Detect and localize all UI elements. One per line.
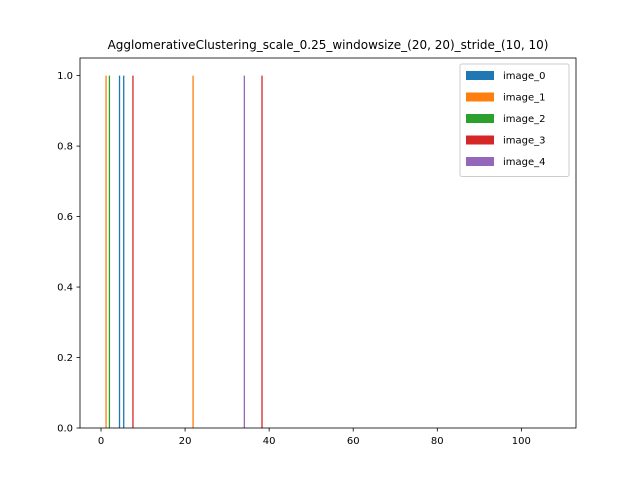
bar-image_0-0 [118,75,121,429]
y-tick-label: 0.0 [57,424,73,435]
y-axis: 0.0 0.2 0.4 0.6 0.8 1.0 [57,71,80,435]
legend-swatch-image_3 [466,135,494,145]
x-tick-label: 60 [347,436,360,447]
bar-image_0-1 [123,75,125,429]
x-tick-label: 0 [98,436,104,447]
x-tick-label: 100 [512,436,531,447]
y-tick-label: 0.4 [57,283,73,294]
legend-label-image_3: image_3 [503,136,546,147]
legend-swatch-image_2 [466,114,494,123]
legend-box [459,63,570,177]
bar-image_3-1 [261,75,263,429]
bar-image_3-0 [132,75,134,429]
x-tick-label: 20 [179,436,192,447]
y-tick-label: 0.6 [57,212,73,223]
legend-label-image_4: image_4 [503,157,546,168]
bar-image_2-0 [108,75,111,429]
bar-image_1-0 [105,75,107,429]
bars-group [105,75,263,429]
x-tick-label: 40 [263,436,276,447]
legend: image_0 image_1 image_2 image_3 image_4 [459,63,570,177]
x-axis: 0 20 40 60 80 100 [98,428,531,447]
legend-label-image_2: image_2 [503,114,546,125]
y-tick-label: 0.8 [57,142,73,153]
legend-swatch-image_4 [466,157,494,166]
y-tick-label: 0.2 [57,353,73,364]
legend-swatch-image_1 [466,92,494,102]
legend-label-image_0: image_0 [503,71,546,82]
legend-label-image_1: image_1 [503,93,546,104]
x-tick-label: 80 [431,436,444,447]
plot-frame [79,57,577,429]
chart-title: AgglomerativeClustering_scale_0.25_windo… [108,38,549,52]
bar-image_1-1 [192,75,194,429]
legend-swatch-image_0 [466,71,494,80]
bar-image_4-0 [243,75,245,429]
y-tick-label: 1.0 [57,71,73,82]
